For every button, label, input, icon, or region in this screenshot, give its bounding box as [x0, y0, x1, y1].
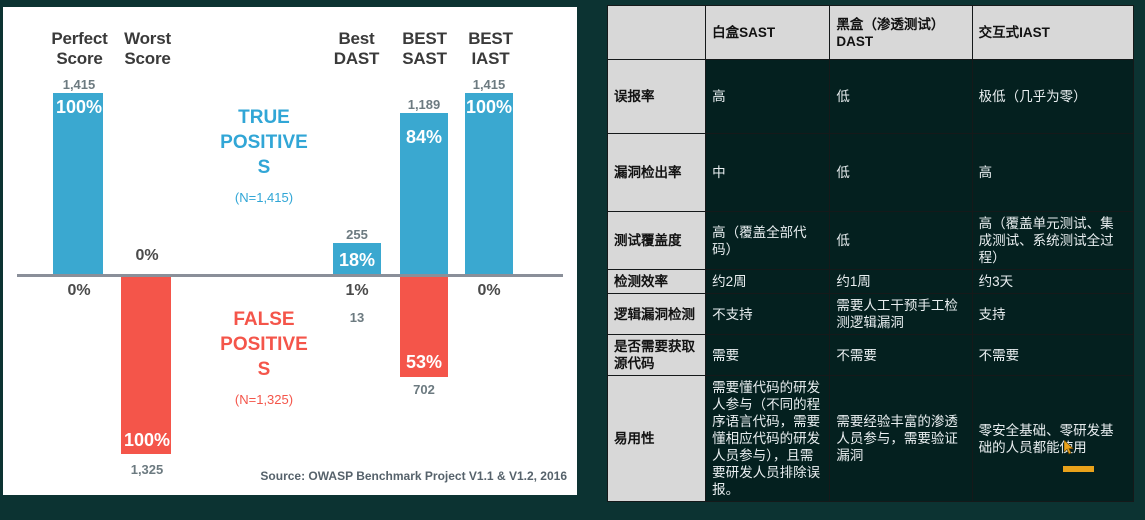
chart-column-header-perfect: Perfect Score	[27, 29, 132, 69]
fp-line2: POSITIVE	[220, 334, 308, 355]
chart-column-header-dast-line1: Best	[338, 29, 375, 48]
table-col-header-iast: 交互式IAST	[971, 5, 1135, 60]
table-row-label-logic-flaw-detection: 逻辑漏洞检测	[606, 293, 707, 335]
chart-label-iast-pct: 100%	[465, 97, 513, 117]
fp-n: (N=1,325)	[234, 392, 294, 407]
cell-logic-flaw-iast: 支持	[971, 293, 1135, 335]
tp-line2: POSITIVE	[220, 132, 308, 153]
comparison-table-panel: 白盒SAST 黑盒（渗透测试） DAST 交互式IAST 误报率 高 低 极低（…	[606, 5, 1135, 502]
chart-column-header-iast-line1: BEST	[468, 29, 513, 48]
fp-line3: S	[257, 359, 271, 380]
table-col-header-dast-line2: DAST	[836, 33, 874, 49]
chart-column-header-iast-line2: IAST	[471, 49, 510, 68]
table-row-label-test-coverage: 测试覆盖度	[606, 211, 707, 270]
table-col-header-sast: 白盒SAST	[705, 5, 831, 60]
fp-line1: FALSE	[233, 309, 295, 330]
table-row: 误报率 高 低 极低（几乎为零）	[606, 59, 1135, 134]
table-row: 漏洞检出率 中 低 高	[606, 133, 1135, 212]
chart-column-header-perfect-line2: Score	[56, 49, 103, 68]
highlight-underline	[1063, 466, 1094, 472]
chart-column-header-iast: BEST IAST	[443, 29, 538, 69]
cell-detection-efficiency-iast: 约3天	[971, 269, 1135, 294]
cell-source-code-iast: 不需要	[971, 334, 1135, 376]
cell-logic-flaw-dast: 需要人工干预手工检测逻辑漏洞	[829, 293, 973, 335]
chart-bar-iast-true-positive	[465, 93, 513, 275]
cell-false-positive-rate-iast: 极低（几乎为零）	[971, 59, 1135, 134]
cell-false-positive-rate-dast: 低	[829, 59, 973, 134]
chart-label-dast-count-below: 13	[349, 310, 365, 325]
chart-column-header-sast: BEST SAST	[377, 29, 472, 69]
table-row-label-ease-of-use: 易用性	[606, 375, 707, 502]
table-col-header-dast: 黑盒（渗透测试） DAST	[829, 5, 973, 60]
chart-label-iast-count-top: 1,415	[472, 77, 506, 92]
chart-column-header-perfect-line1: Perfect	[51, 29, 108, 48]
chart-label-worst-pct: 100%	[123, 430, 171, 450]
chart-column-header-dast-line2: DAST	[333, 49, 380, 68]
table-row: 检测效率 约2周 约1周 约3天	[606, 269, 1135, 294]
table-header-row: 白盒SAST 黑盒（渗透测试） DAST 交互式IAST	[606, 5, 1135, 60]
table-col-header-dast-line1: 黑盒（渗透测试）	[836, 16, 945, 32]
tp-line3: S	[257, 157, 271, 178]
cell-detection-efficiency-sast: 约2周	[705, 269, 831, 294]
chart-bar-sast-false-positive	[400, 277, 448, 377]
chart-label-dast-pct: 18%	[338, 250, 376, 270]
cell-test-coverage-sast: 高（覆盖全部代码）	[705, 211, 831, 270]
chart-label-sast-count-bottom: 702	[413, 382, 435, 397]
chart-label-iast-pct-below: 0%	[477, 282, 501, 299]
chart-source-note: Source: OWASP Benchmark Project V1.1 & V…	[260, 469, 567, 483]
cell-detection-rate-dast: 低	[829, 133, 973, 212]
cell-source-code-sast: 需要	[705, 334, 831, 376]
cell-detection-efficiency-dast: 约1周	[829, 269, 973, 294]
chart-bar-dast-true-positive	[333, 243, 381, 275]
cell-detection-rate-iast: 高	[971, 133, 1135, 212]
cell-ease-of-use-iast: 零安全基础、零研发基础的人员都能使用	[971, 375, 1135, 502]
table-row: 逻辑漏洞检测 不支持 需要人工干预手工检测逻辑漏洞 支持	[606, 293, 1135, 335]
chart-label-dast-pct-below: 1%	[345, 282, 369, 299]
chart-label-perfect-pct: 100%	[55, 97, 103, 117]
cell-logic-flaw-sast: 不支持	[705, 293, 831, 335]
owasp-benchmark-chart: Perfect Score Worst Score Best DAST BEST…	[3, 7, 577, 495]
chart-bar-sast-true-positive	[400, 113, 448, 275]
chart-column-header-worst-line2: Score	[124, 49, 171, 68]
table-corner-cell	[606, 5, 707, 60]
chart-label-perfect-count-top: 1,415	[62, 77, 96, 92]
chart-label-dast-count-top: 255	[346, 227, 368, 242]
tp-n: (N=1,415)	[234, 190, 294, 205]
chart-bar-worst-false-positive	[121, 277, 171, 454]
cell-source-code-dast: 不需要	[829, 334, 973, 376]
table-row: 易用性 需要懂代码的研发人参与（不同的程序语言代码，需要懂相应代码的研发人员参与…	[606, 375, 1135, 502]
cell-test-coverage-dast: 低	[829, 211, 973, 270]
chart-column-header-dast: Best DAST	[309, 29, 404, 69]
table-row-label-detection-efficiency: 检测效率	[606, 269, 707, 294]
chart-label-sast-count-top: 1,189	[407, 97, 441, 112]
chart-label-worst-count-bottom: 1,325	[130, 462, 164, 477]
chart-baseline-axis	[17, 274, 563, 277]
chart-label-sast-pct: 84%	[405, 127, 443, 147]
chart-label-worst-pct-above: 0%	[135, 247, 159, 264]
chart-column-header-worst-line1: Worst	[124, 29, 171, 48]
table-row: 测试覆盖度 高（覆盖全部代码） 低 高（覆盖单元测试、集成测试、系统测试全过程）	[606, 211, 1135, 270]
table-row: 是否需要获取源代码 需要 不需要 不需要	[606, 334, 1135, 376]
cell-test-coverage-iast: 高（覆盖单元测试、集成测试、系统测试全过程）	[971, 211, 1135, 270]
chart-label-perfect-pct-below: 0%	[67, 282, 91, 299]
table-row-label-false-positive-rate: 误报率	[606, 59, 707, 134]
table-row-label-source-code-required: 是否需要获取源代码	[606, 334, 707, 376]
chart-column-header-sast-line2: SAST	[402, 49, 447, 68]
chart-false-positives-annotation: FALSE POSITIVE S (N=1,325)	[199, 307, 329, 412]
cell-ease-of-use-dast: 需要经验丰富的渗透人员参与，需要验证漏洞	[829, 375, 973, 502]
chart-column-header-worst: Worst Score	[95, 29, 200, 69]
table-row-label-detection-rate: 漏洞检出率	[606, 133, 707, 212]
sast-dast-iast-comparison-table: 白盒SAST 黑盒（渗透测试） DAST 交互式IAST 误报率 高 低 极低（…	[606, 5, 1135, 502]
chart-column-header-sast-line1: BEST	[402, 29, 447, 48]
cell-ease-of-use-sast: 需要懂代码的研发人参与（不同的程序语言代码，需要懂相应代码的研发人员参与），且需…	[705, 375, 831, 502]
chart-label-sast-pct-red: 53%	[405, 352, 443, 372]
cell-detection-rate-sast: 中	[705, 133, 831, 212]
chart-true-positives-annotation: TRUE POSITIVE S (N=1,415)	[199, 105, 329, 210]
tp-line1: TRUE	[238, 107, 290, 128]
chart-bar-perfect-true-positive	[53, 93, 103, 275]
cell-false-positive-rate-sast: 高	[705, 59, 831, 134]
